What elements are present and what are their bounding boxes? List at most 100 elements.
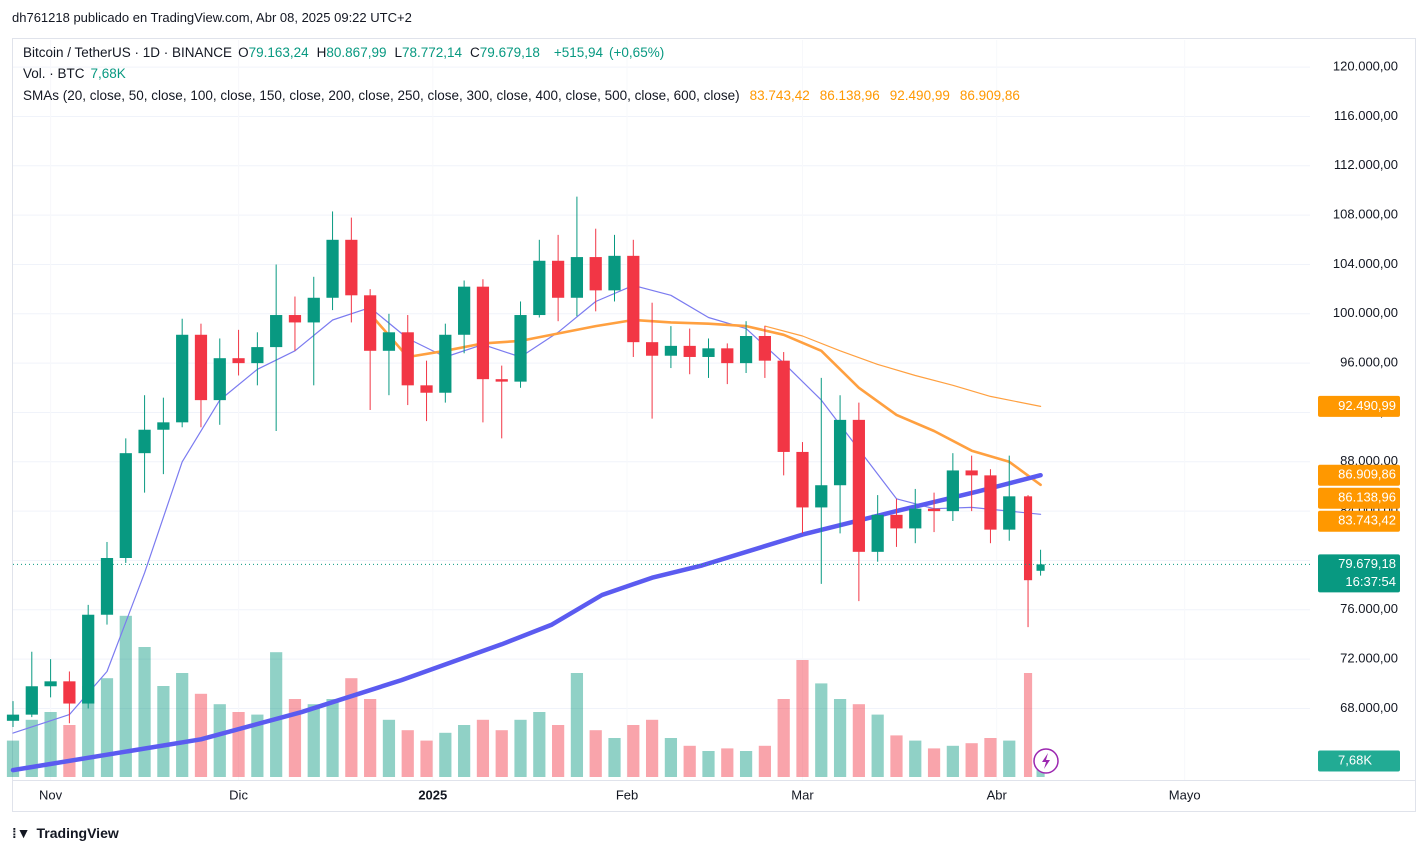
ohlc-value: 78.772,14 [401,45,463,60]
candle-body [232,358,245,364]
y-tick-label: 100.000,00 [1333,305,1398,320]
candle-body [82,614,95,704]
volume-bar [63,725,76,777]
candle-body [364,295,377,351]
volume-bar [326,699,339,777]
candle-body [326,239,339,298]
candle-body [946,470,959,512]
y-tick-label: 112.000,00 [1334,157,1398,172]
candle-body [6,714,20,721]
candle-body [871,514,884,552]
volume-badge-label: 7,68K [1338,752,1372,767]
ohlc-value: 80.867,99 [326,45,387,60]
ohlc-item: H80.867,99 [317,45,387,60]
ohlc-key: H [316,45,327,60]
sma-value: 83.743,42 [749,88,810,103]
volume-bar [270,652,283,777]
volume-bar [927,748,941,777]
candle-body [157,422,170,430]
sma-badge-label: 86.138,96 [1338,490,1396,505]
volume-bar [119,615,132,777]
sma-value: 86.909,86 [959,88,1020,103]
publisher-line: dh761218 publicado en TradingView.com, A… [12,10,412,25]
sma-badge-label: 92.490,99 [1338,398,1396,413]
volume-bar [213,704,226,777]
candle-body [100,558,114,615]
candle-body [307,297,320,323]
ohlc-key: C [470,45,480,60]
y-tick-label: 76.000,00 [1340,601,1398,616]
candle-body [1036,564,1045,571]
candle-body [514,315,527,382]
x-tick-label: 2025 [418,787,447,802]
candle-body [495,379,508,382]
volume-bar [589,730,602,777]
volume-bar [965,743,978,777]
volume-bar [345,678,358,777]
candle-body [702,348,715,357]
candle-body [589,257,602,291]
volume-bar [721,748,734,777]
volume-bar [608,738,621,777]
sma-title: SMAs (20, close, 50, close, 100, close, … [23,88,740,103]
chart-frame [12,38,1416,812]
volume-bar [138,647,151,777]
sma-badge [1318,487,1400,509]
candle-body [1023,496,1033,581]
volume-bar [984,738,997,777]
candle-body [25,686,38,715]
volume-bar [194,693,208,777]
brand-name: TradingView [36,825,119,841]
ohlc-item: C79.679,18 [470,45,540,60]
x-tick-label: Nov [39,787,63,802]
candle-body [758,336,771,361]
volume-bar [251,714,264,777]
last-price-label: 79.679,18 [1338,556,1396,571]
candle-body [683,345,696,357]
volume-bar [852,704,865,777]
x-tick-label: Feb [616,787,638,802]
candle-body [833,419,847,486]
sma-value: 92.490,99 [889,88,950,103]
candle-body [909,508,922,529]
candle-body [533,260,546,316]
volume-bar [307,704,320,777]
ohlc-value: 79.163,24 [248,45,309,60]
candle-body [570,257,584,298]
volume-bar [458,725,471,777]
volume-bar [702,751,715,777]
candle-body [439,334,452,393]
volume-bar [533,712,546,777]
volume-bar [44,712,57,777]
volume-bar [833,699,847,777]
candle-body [138,429,151,454]
volume-title: Vol. · BTC [23,66,85,81]
candle-body [552,260,565,298]
sma-badge [1318,395,1400,417]
candle-body [777,360,790,452]
ohlc-key: O [238,45,249,60]
y-tick-label: 96.000,00 [1340,355,1398,370]
candle-body [796,451,809,508]
x-tick-label: Abr [987,787,1008,802]
candle-body [664,345,678,356]
x-tick-label: Mayo [1169,787,1201,802]
volume-bar [777,699,790,777]
volume-bar [82,686,95,777]
plot: 68.000,0072.000,0076.000,0080.000,0084.0… [6,40,1398,802]
sma-line [12,284,1042,734]
volume-bar [176,673,189,777]
candle-body [288,315,302,323]
volume-bar [495,730,508,777]
last-price-badge [1318,554,1400,593]
volume-bar [909,740,922,777]
volume-bar [476,719,490,777]
volume-bar [570,673,584,777]
volume-bar [1003,740,1016,777]
candle-body [739,336,753,364]
candle-body [476,286,490,380]
volume-bar [157,686,170,777]
volume-bar [645,719,659,777]
ohlc-key: L [394,45,402,60]
volume-bar [627,725,640,777]
